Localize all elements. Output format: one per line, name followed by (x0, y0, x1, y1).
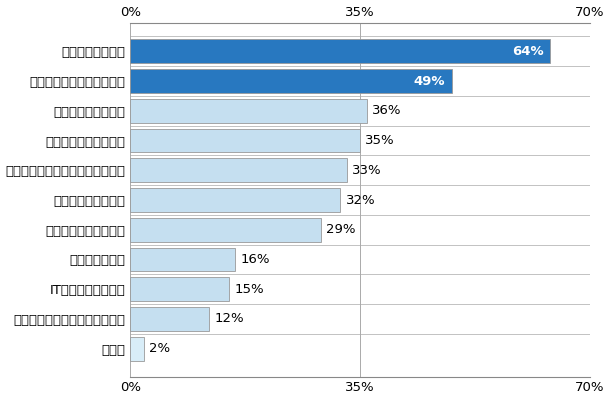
Bar (131, 69, 452, 93)
Bar (131, 129, 360, 152)
Bar (131, 218, 321, 242)
Bar (131, 99, 367, 123)
Text: 36%: 36% (372, 104, 401, 117)
Bar (131, 307, 209, 331)
Bar (131, 337, 143, 360)
Text: 33%: 33% (352, 164, 382, 177)
Text: 64%: 64% (512, 45, 544, 58)
Bar (131, 248, 235, 271)
Text: 49%: 49% (414, 74, 445, 88)
Text: 29%: 29% (326, 223, 356, 236)
Text: 15%: 15% (234, 283, 264, 296)
Bar (131, 40, 550, 63)
Text: 2%: 2% (149, 342, 170, 355)
Bar (131, 158, 347, 182)
Bar (131, 277, 229, 301)
Text: 35%: 35% (365, 134, 395, 147)
Text: 16%: 16% (240, 253, 270, 266)
Text: 12%: 12% (214, 312, 244, 326)
Text: 32%: 32% (346, 194, 375, 206)
Bar (131, 188, 340, 212)
